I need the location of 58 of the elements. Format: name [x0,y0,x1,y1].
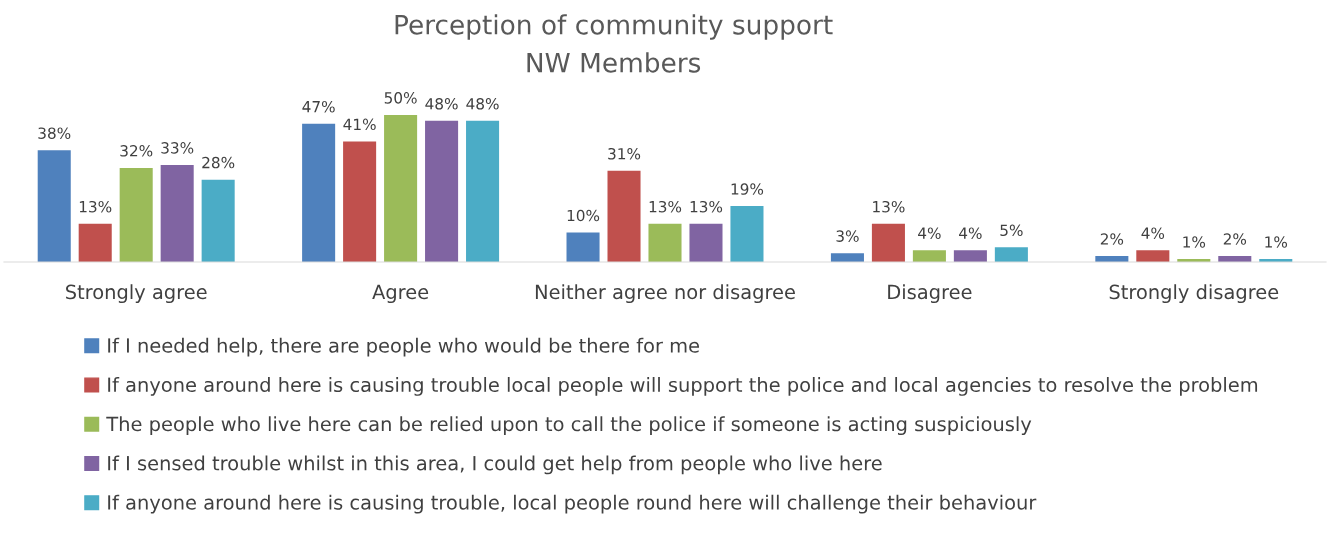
data-label: 4% [959,227,982,239]
bar [466,120,500,262]
x-tick-label: Strongly agree [66,284,207,304]
bar [384,114,418,262]
bar [730,206,764,262]
x-tick-label: Disagree [888,284,972,304]
x-tick-label: Agree [372,284,429,304]
bar [566,232,600,262]
legend-label: If anyone around here is causing trouble local people will support the police and local agencies to resolve the problem [108,377,1258,396]
bar [912,250,946,262]
data-label: 1% [1183,236,1206,248]
data-label: 48% [425,97,458,110]
data-label: 2% [1100,233,1124,245]
data-label: 13% [690,200,723,213]
data-label: 2% [1223,233,1247,245]
data-label: 41% [343,118,376,131]
data-label: 32% [120,145,153,157]
legend-label: The people who live here can be relied upon to call the police if someone is acting suspiciously [106,416,1032,436]
data-label: 4% [1141,227,1165,239]
data-label: 48% [466,97,499,110]
bar [78,223,112,262]
data-label: 31% [608,147,641,160]
legend-label: If I sensed trouble whilst in this area, I could get help from people who live here [108,455,882,475]
data-label: 33% [161,142,194,154]
x-tick-label: Strongly disagree [1109,284,1279,304]
data-label: 1% [1265,236,1288,248]
bar [689,223,723,262]
bar [953,250,987,262]
data-label: 19% [731,183,764,195]
data-label: 47% [302,100,335,113]
legend-label: If I needed help, there are people who would be there for me [108,337,700,357]
data-label: 5% [1000,224,1023,236]
bar [830,253,864,262]
bar [994,247,1028,262]
bar [1136,250,1170,262]
data-label: 13% [873,200,905,213]
bar [302,123,336,262]
data-label: 13% [649,200,682,213]
data-label: 10% [567,209,600,222]
bar [343,141,377,262]
chart-title: Perception of community support [395,14,833,40]
bar [160,164,194,262]
data-label: 28% [202,156,235,169]
bar [607,170,641,262]
data-label: 3% [836,230,859,242]
bar [119,167,153,262]
bar [648,223,682,262]
bar [201,179,235,262]
chart-subtitle: NW Members [527,52,701,73]
data-label: 38% [38,127,71,139]
x-tick-label: Neither agree nor disagree [535,284,795,304]
bar [871,223,905,262]
bar [425,120,459,262]
data-label: 13% [79,200,112,213]
data-label: 4% [918,227,941,239]
bar [37,150,71,262]
legend-label: If anyone around here is causing trouble, local people round here will challenge their behaviour [108,494,1037,514]
data-label: 50% [384,92,417,104]
